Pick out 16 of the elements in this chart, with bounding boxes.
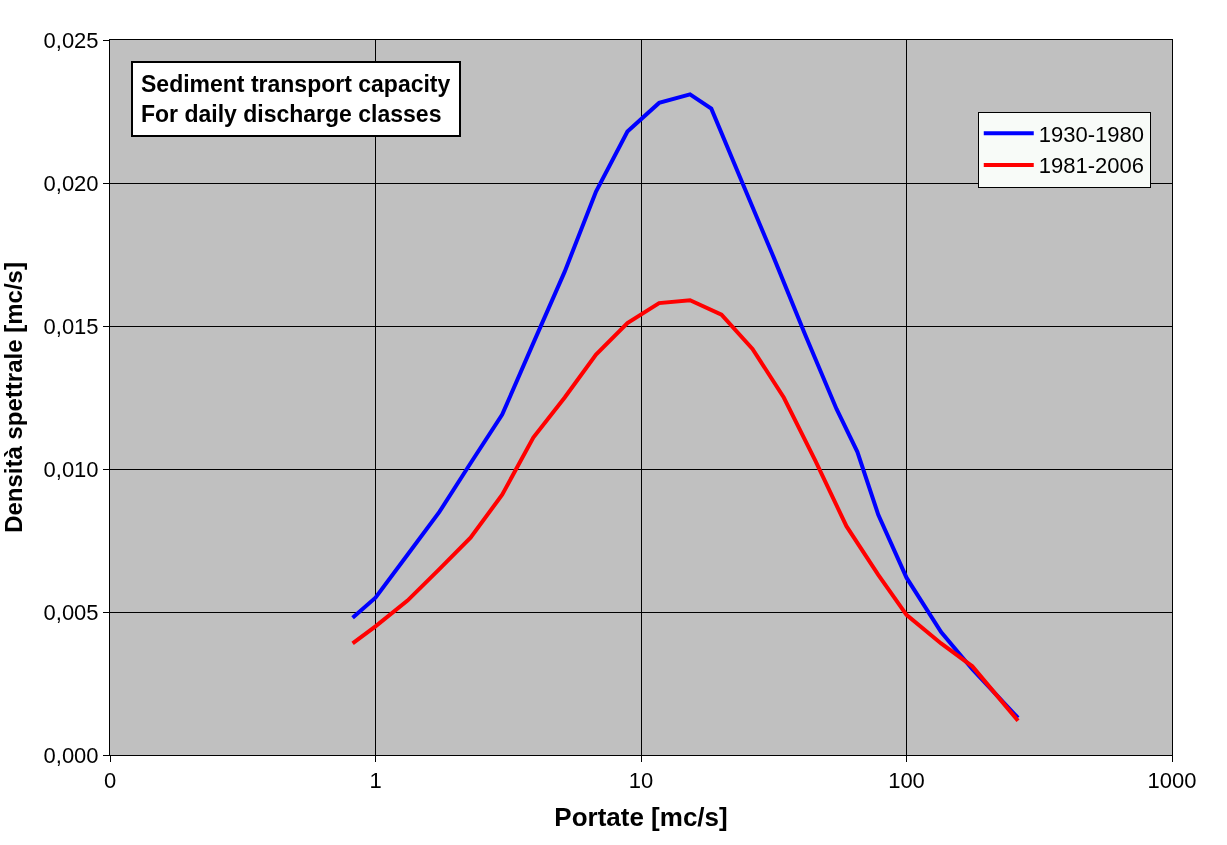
y-tick-label: 0,010 bbox=[43, 456, 99, 482]
annotation: Sediment transport capacity For daily discharge classes bbox=[141, 71, 451, 127]
x-tick-label: 100 bbox=[888, 768, 925, 794]
x-tick-label: 0 bbox=[103, 768, 117, 794]
legend-label: 1981-2006 bbox=[1038, 153, 1144, 179]
x-tick-label: 1 bbox=[369, 768, 382, 794]
y-axis-title: Densità spettrale [mc/s] bbox=[0, 262, 27, 533]
y-tick-label: 0,025 bbox=[43, 27, 99, 53]
x-tick-label: 1000 bbox=[1147, 768, 1197, 794]
y-tick-label: 0,000 bbox=[43, 742, 99, 768]
y-tick-label: 0,015 bbox=[43, 313, 99, 339]
y-tick-label: 0,020 bbox=[43, 170, 99, 196]
x-tick-label: 10 bbox=[628, 768, 654, 794]
y-tick-label: 0,005 bbox=[43, 599, 99, 625]
legend-label: 1930-1980 bbox=[1038, 121, 1144, 147]
x-axis-title: Portate [mc/s] bbox=[554, 802, 728, 833]
